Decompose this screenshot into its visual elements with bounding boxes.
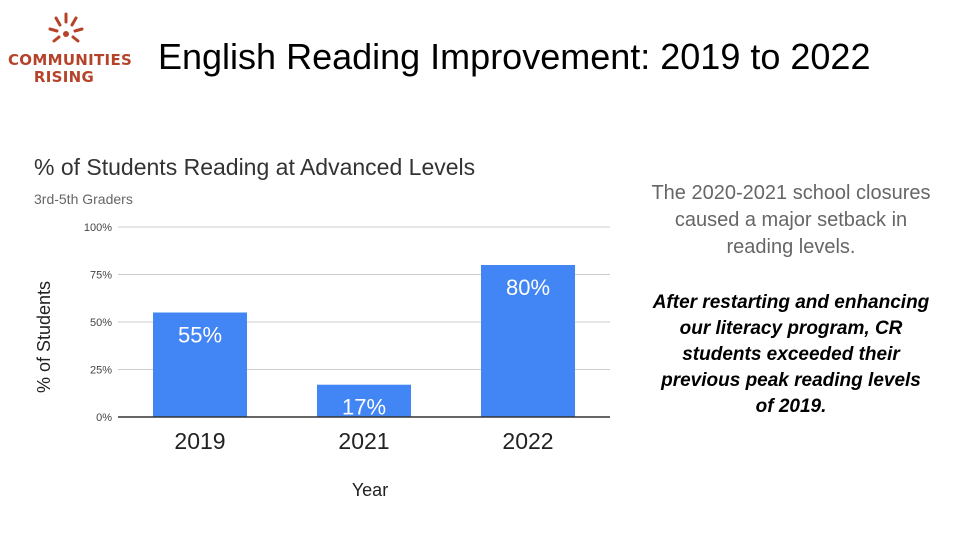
data-label: 80% (506, 275, 550, 300)
bar (481, 265, 575, 417)
y-axis-title: % of Students (34, 281, 54, 393)
communities-rising-logo: COMMUNITIES RISING (8, 12, 133, 92)
logo-line-1: COMMUNITIES (8, 51, 133, 69)
slide-title: English Reading Improvement: 2019 to 202… (158, 36, 871, 77)
logo-line-2: RISING (33, 68, 95, 86)
x-tick-label: 2021 (338, 428, 389, 454)
data-label: 17% (342, 395, 386, 420)
y-tick-label: 0% (96, 412, 112, 424)
chart-title: % of Students Reading at Advanced Levels (34, 154, 476, 180)
x-axis-title: Year (352, 480, 388, 500)
y-tick-label: 100% (84, 222, 112, 234)
chart-subtitle: 3rd-5th Graders (34, 191, 133, 207)
bar (153, 312, 247, 417)
side-note: The 2020-2021 school closures caused a m… (651, 182, 931, 258)
y-tick-label: 75% (90, 270, 112, 282)
side-emphasis: After restarting and enhancing our liter… (652, 292, 930, 417)
data-label: 55% (178, 323, 222, 348)
bar (317, 384, 411, 417)
x-tick-label: 2019 (174, 428, 225, 454)
y-tick-label: 50% (90, 317, 112, 329)
sunburst-icon (48, 12, 84, 43)
logo-text: COMMUNITIES RISING (8, 51, 133, 86)
x-tick-label: 2022 (502, 428, 553, 454)
y-tick-label: 25% (90, 365, 112, 377)
